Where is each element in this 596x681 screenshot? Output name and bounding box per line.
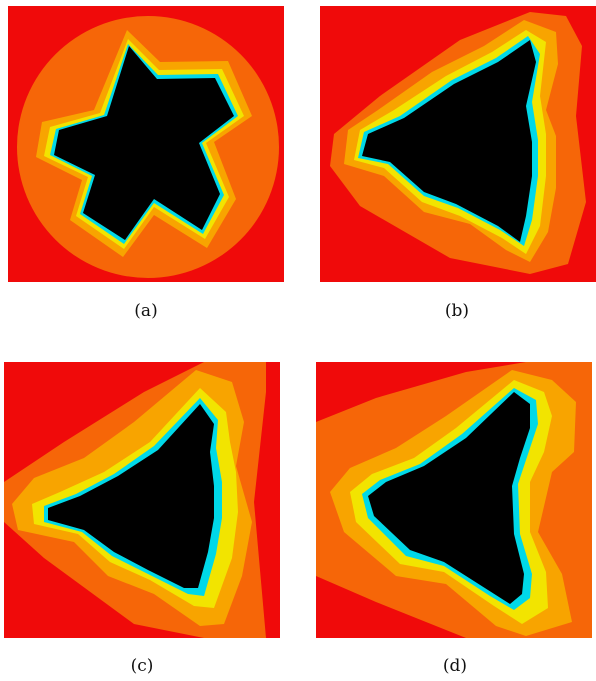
- caption-a: (a): [134, 301, 158, 321]
- caption-c: (c): [130, 656, 154, 676]
- fractal-panel-c: [4, 362, 280, 638]
- fractal-image-a: [8, 6, 284, 282]
- caption-b: (b): [444, 301, 470, 321]
- fractal-panel-b: [320, 6, 596, 282]
- fractal-image-b: [320, 6, 596, 282]
- caption-d: (d): [442, 656, 468, 676]
- fractal-image-d: [316, 362, 592, 638]
- fractal-panel-a: [8, 6, 284, 282]
- fractal-panel-d: [316, 362, 592, 638]
- fractal-image-c: [4, 362, 280, 638]
